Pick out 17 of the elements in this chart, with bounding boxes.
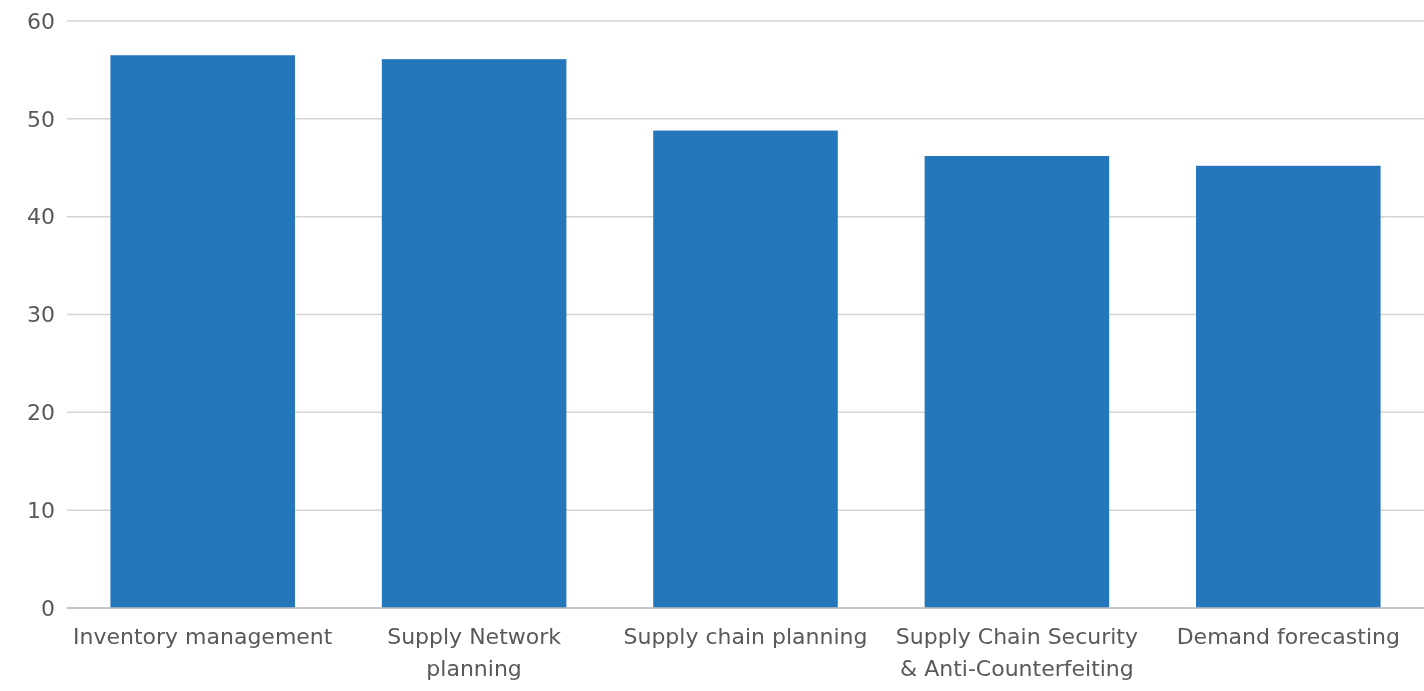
y-tick-label: 10 (27, 497, 55, 523)
y-tick-label: 0 (41, 595, 55, 621)
x-tick-label: Supply chain planning (623, 624, 868, 649)
bar (381, 59, 567, 608)
bar (110, 55, 295, 608)
x-tick-label: Supply Chain Security & Anti-Counterfeiting (895, 624, 1138, 681)
x-tick-label: Inventory management (72, 624, 333, 649)
x-tick-label: Demand forecasting (1176, 624, 1400, 649)
y-tick-label: 30 (27, 302, 55, 328)
y-tick-label: 60 (27, 8, 55, 34)
x-tick-label: Supply Network planning (387, 624, 562, 681)
bar (653, 130, 838, 608)
y-tick-label: 20 (27, 400, 55, 426)
y-tick-label: 40 (27, 204, 55, 230)
y-tick-label: 50 (27, 106, 55, 132)
bar (1196, 165, 1381, 608)
bar (924, 156, 1110, 608)
